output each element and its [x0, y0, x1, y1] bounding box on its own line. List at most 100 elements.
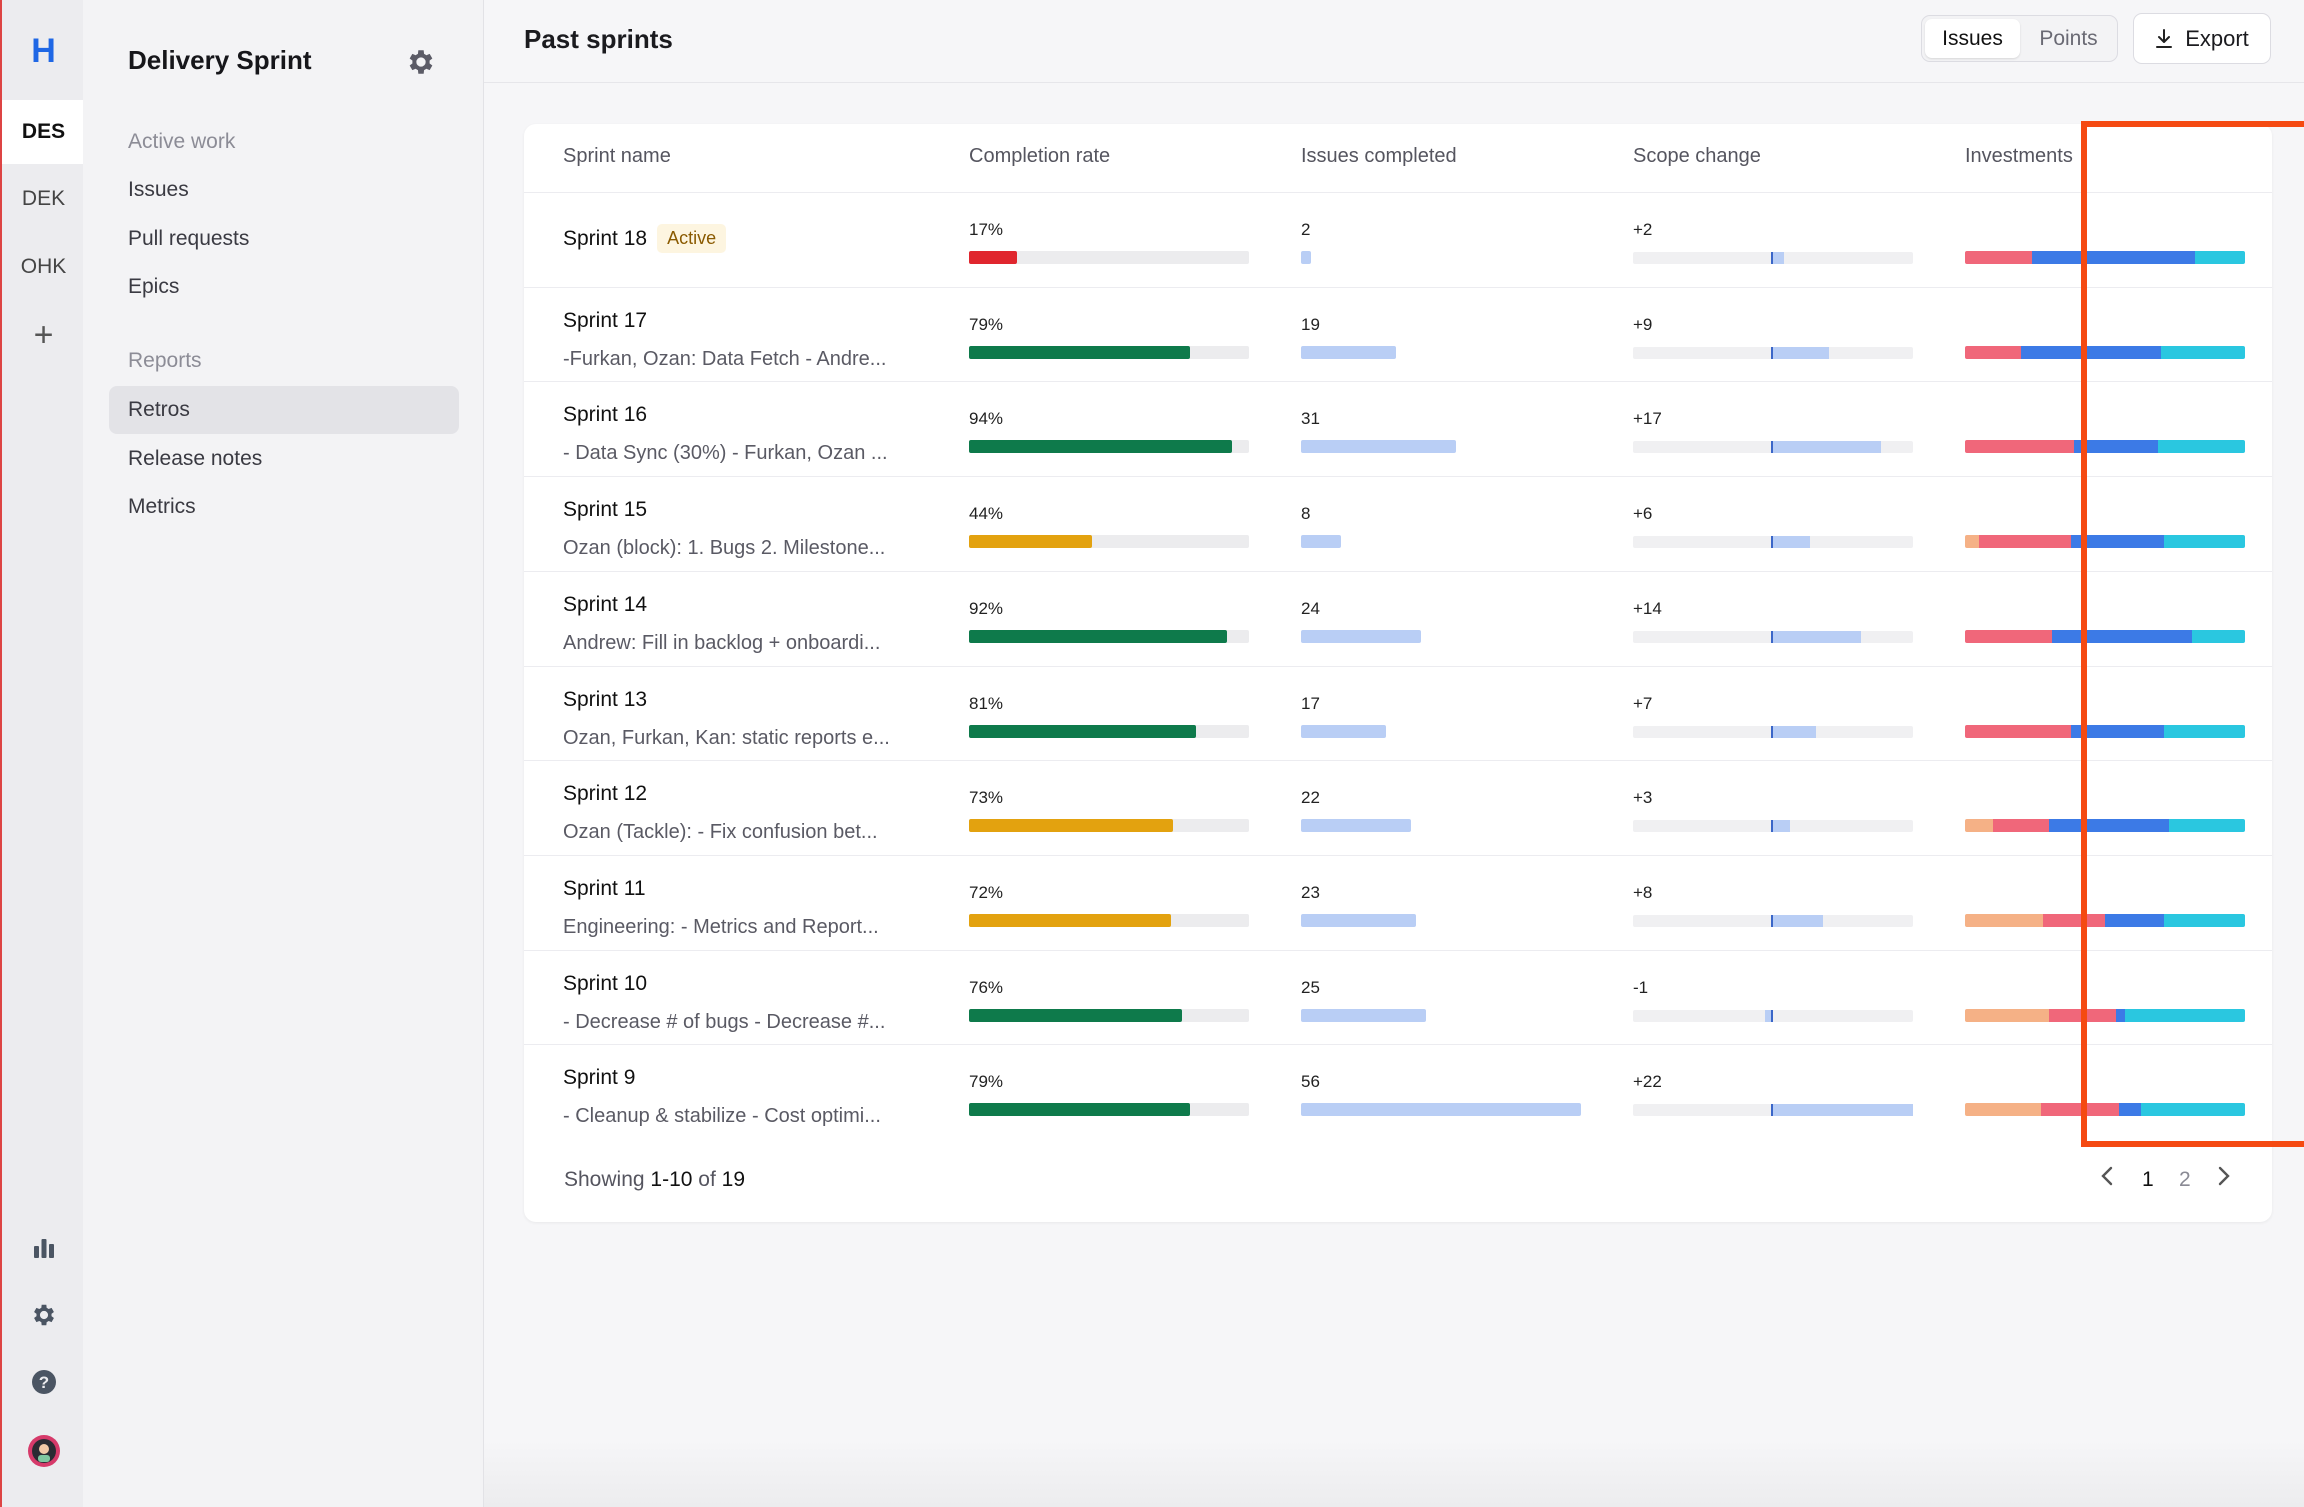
investments-bar[interactable]: [1965, 440, 2245, 454]
investments-bar[interactable]: [1965, 724, 2245, 738]
investment-segment: [2118, 1103, 2142, 1117]
scope-change-bar: [1633, 725, 1913, 738]
scope-change-fill: [1771, 346, 1830, 359]
issues-completed-bar: [1301, 629, 1421, 643]
sprint-name[interactable]: Sprint 14: [563, 592, 648, 616]
sidebar-item-issues[interactable]: Issues: [128, 178, 189, 201]
sprint-description: -Furkan, Ozan: Data Fetch - Andre...: [563, 347, 887, 370]
col-investments[interactable]: Investments: [1965, 145, 2073, 167]
help-icon[interactable]: ?: [2, 1362, 85, 1402]
sprint-name[interactable]: Sprint 12: [563, 782, 648, 806]
workspace-ohk[interactable]: OHK: [20, 255, 67, 278]
investments-bar[interactable]: [1965, 1103, 2245, 1117]
investments-bar[interactable]: [1965, 819, 2245, 833]
table-row[interactable]: Sprint 16 - Data Sync (30%) - Furkan, Oza…: [524, 381, 2272, 476]
table-row[interactable]: Sprint 12 Ozan (Tackle): - Fix confusion …: [524, 760, 2272, 855]
sidebar: Delivery Sprint Active work Issues Pull …: [83, 0, 484, 1507]
completion-rate-value: 92%: [969, 598, 1004, 618]
scope-change-value: -1: [1633, 977, 1649, 997]
investment-segment: [1965, 819, 1993, 833]
page-title: Past sprints: [524, 24, 673, 54]
col-issues-completed[interactable]: Issues completed: [1301, 145, 1457, 167]
scope-change-bar: [1633, 441, 1913, 454]
scope-zero-marker: [1771, 441, 1773, 454]
sprint-name[interactable]: Sprint 13: [563, 687, 648, 711]
investment-segment: [2163, 913, 2245, 927]
bottom-shade: [484, 1440, 2304, 1507]
investments-bar[interactable]: [1965, 535, 2245, 549]
table-row[interactable]: Sprint 11 Engineering: - Metrics and Repo…: [524, 854, 2272, 950]
scope-zero-marker: [1771, 536, 1773, 549]
sidebar-item-epics[interactable]: Epics: [128, 275, 180, 298]
scope-change-fill: [1771, 725, 1817, 738]
table-row[interactable]: Sprint 15 Ozan (block): 1. Bugs 2. Milest…: [524, 476, 2272, 571]
prev-page-icon[interactable]: [2100, 1164, 2114, 1194]
add-workspace-button[interactable]: +: [33, 315, 54, 354]
sidebar-active-highlight: [109, 386, 459, 434]
table-row[interactable]: Sprint 9 - Cleanup & stabilize - Cost opt…: [524, 1044, 2272, 1139]
sprint-name[interactable]: Sprint 9: [563, 1066, 636, 1090]
investment-segment: [1965, 629, 2052, 643]
sidebar-item-pull-requests[interactable]: Pull requests: [128, 227, 250, 250]
scope-zero-marker: [1771, 914, 1773, 927]
sprint-name[interactable]: Sprint 17: [563, 308, 648, 332]
col-scope-change[interactable]: Scope change: [1633, 145, 1761, 167]
table-row[interactable]: Sprint 10 - Decrease # of bugs - Decrease…: [524, 949, 2272, 1045]
investments-bar[interactable]: [1965, 345, 2245, 359]
scope-change-bar: [1633, 820, 1913, 833]
workspace-des[interactable]: DES: [2, 100, 85, 164]
sidebar-title: Delivery Sprint: [128, 45, 312, 75]
table-row[interactable]: Sprint 18 Active: [524, 192, 2272, 287]
issues-completed-value: 8: [1301, 504, 1311, 524]
download-icon: [2156, 28, 2173, 48]
sidebar-item-metrics[interactable]: Metrics: [128, 495, 196, 518]
investment-segment: [2032, 251, 2195, 264]
table-row[interactable]: Sprint 13 Ozan, Furkan, Kan: static repor…: [524, 665, 2272, 761]
scope-change-fill: [1771, 536, 1810, 549]
table-row[interactable]: Sprint 17 -Furkan, Ozan: Data Fetch - And…: [524, 286, 2272, 382]
investment-segment: [1965, 724, 2072, 738]
team-settings-icon[interactable]: [405, 46, 437, 78]
col-completion-rate[interactable]: Completion rate: [969, 145, 1111, 167]
page-2[interactable]: 2: [2179, 1168, 2191, 1191]
investment-segment: [2043, 913, 2105, 927]
col-sprint-name[interactable]: Sprint name: [563, 145, 671, 167]
page-1[interactable]: 1: [2142, 1168, 2154, 1191]
investments-bar[interactable]: [1965, 251, 2245, 264]
scope-change-bar: [1633, 346, 1913, 359]
settings-icon[interactable]: [2, 1295, 85, 1335]
workspace-dek[interactable]: DEK: [21, 187, 66, 210]
investments-bar[interactable]: [1965, 913, 2245, 927]
scope-change-fill: [1771, 820, 1791, 833]
next-page-icon[interactable]: [2217, 1164, 2231, 1194]
completion-rate-bar: [969, 819, 1249, 833]
scope-change-bar: [1633, 1104, 1913, 1117]
sprint-name[interactable]: Sprint 10: [563, 971, 648, 995]
export-button[interactable]: Export: [2133, 13, 2271, 64]
scope-change-bar: [1633, 1009, 1913, 1022]
section-reports: Reports: [128, 349, 202, 372]
completion-rate-bar: [969, 724, 1249, 738]
app-logo[interactable]: H: [31, 31, 56, 70]
sidebar-item-retros[interactable]: Retros: [128, 398, 190, 421]
sprint-name[interactable]: Sprint 16: [563, 403, 648, 427]
analytics-icon[interactable]: [2, 1228, 85, 1268]
sprint-name[interactable]: Sprint 18 Active: [563, 224, 727, 253]
investment-segment: [1965, 1103, 2041, 1117]
investment-segment: [2040, 1103, 2119, 1117]
sprint-description: - Data Sync (30%) - Furkan, Ozan ...: [563, 442, 888, 465]
completion-rate-value: 79%: [969, 314, 1004, 334]
sidebar-item-release-notes[interactable]: Release notes: [128, 447, 263, 470]
user-avatar[interactable]: [2, 1431, 85, 1471]
toggle-points[interactable]: Points: [2039, 26, 2098, 50]
toggle-issues[interactable]: Issues: [1925, 19, 2020, 58]
sprint-name[interactable]: Sprint 15: [563, 498, 648, 522]
completion-rate-bar: [969, 440, 1249, 454]
investment-segment: [1965, 345, 2021, 359]
completion-rate-fill: [969, 913, 1171, 927]
sprint-name[interactable]: Sprint 11: [563, 876, 646, 900]
completion-rate-bar: [969, 345, 1249, 359]
completion-rate-value: 94%: [969, 409, 1004, 429]
table-row[interactable]: Sprint 14 Andrew: Fill in backlog + onboa…: [524, 570, 2272, 666]
scope-change-fill: [1771, 1104, 1913, 1117]
